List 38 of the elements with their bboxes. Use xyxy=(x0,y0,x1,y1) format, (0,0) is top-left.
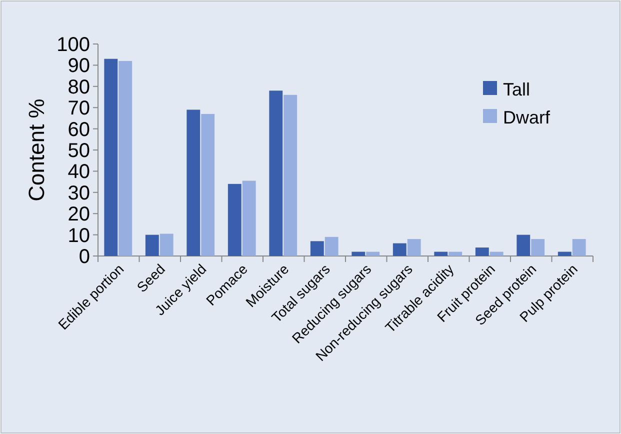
bar xyxy=(448,252,462,256)
bar xyxy=(242,180,256,256)
y-tick-label: 40 xyxy=(68,161,90,184)
y-tick-label: 70 xyxy=(68,98,90,120)
y-tick-label: 10 xyxy=(68,224,90,247)
y-tick-label: 20 xyxy=(68,204,90,226)
bar xyxy=(324,236,338,256)
y-tick-label: 100 xyxy=(56,34,90,56)
legend-label: Dwarf xyxy=(503,107,552,128)
bar xyxy=(269,90,283,256)
y-axis-title: Content % xyxy=(24,98,49,202)
bar xyxy=(531,239,545,256)
bar xyxy=(572,239,586,256)
bar xyxy=(392,243,406,256)
bar xyxy=(201,114,215,256)
bar xyxy=(352,252,366,256)
y-tick-label: 0 xyxy=(78,246,90,268)
y-tick-label: 90 xyxy=(68,55,90,78)
bar xyxy=(284,94,298,256)
bar xyxy=(228,184,242,256)
y-tick-label: 50 xyxy=(68,140,90,162)
legend-label: Tall xyxy=(503,79,530,100)
y-tick-label: 30 xyxy=(68,182,90,204)
bar xyxy=(145,234,159,256)
bar xyxy=(160,234,174,256)
bar xyxy=(475,248,489,256)
bar xyxy=(516,234,530,256)
y-tick-label: 60 xyxy=(68,118,90,141)
bar xyxy=(118,60,132,256)
bar xyxy=(490,252,504,256)
bar xyxy=(104,58,118,256)
bar xyxy=(310,241,324,256)
bar xyxy=(366,252,380,256)
bar xyxy=(558,252,572,256)
bar xyxy=(434,252,448,256)
y-tick-label: 80 xyxy=(68,76,90,98)
bar xyxy=(407,239,421,256)
bar xyxy=(186,110,200,256)
